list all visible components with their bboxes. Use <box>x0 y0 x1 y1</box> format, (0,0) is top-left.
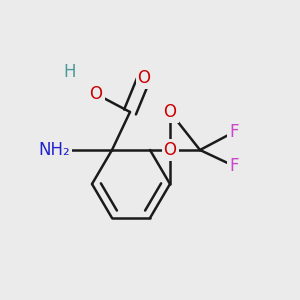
Text: O: O <box>164 103 176 121</box>
Text: O: O <box>89 85 103 103</box>
Text: F: F <box>229 157 239 175</box>
Text: NH₂: NH₂ <box>38 141 70 159</box>
Text: O: O <box>137 69 151 87</box>
Text: F: F <box>229 123 239 141</box>
Text: H: H <box>64 63 76 81</box>
Text: O: O <box>164 141 176 159</box>
